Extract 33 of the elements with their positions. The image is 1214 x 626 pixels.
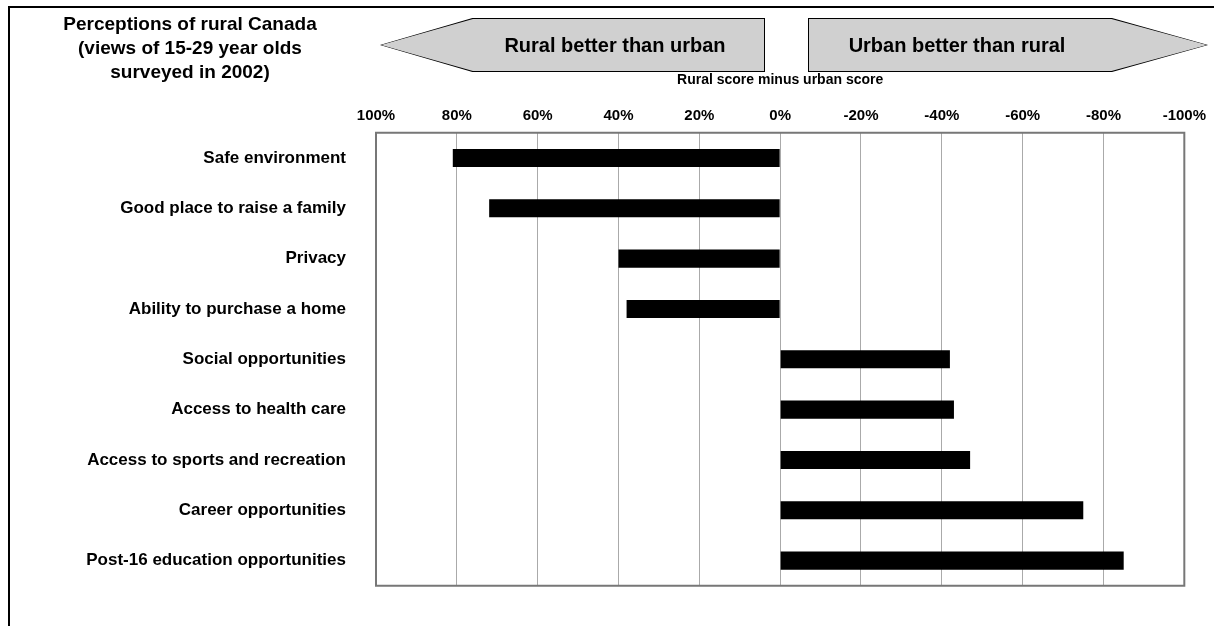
y-tick-label: Post-16 education opportunities — [86, 550, 346, 570]
bar — [626, 299, 780, 319]
bar — [780, 400, 954, 419]
x-tick-label: -20% — [843, 105, 879, 123]
x-axis-title: Rural score minus urban score — [677, 71, 884, 88]
x-tick-label: 20% — [684, 105, 715, 123]
x-tick-label: -40% — [924, 105, 960, 123]
text: Urban better than rural — [847, 33, 1067, 58]
y-tick-label: Safe environment — [203, 147, 347, 167]
x-tick-label: 100% — [356, 105, 396, 123]
bar — [780, 501, 1084, 520]
x-tick-label: 0% — [769, 105, 791, 123]
x-tick-label: -80% — [1085, 105, 1121, 123]
y-tick-label: Social opportunities — [182, 348, 346, 368]
text: Perceptions of rural Canada (views of 15-29 year olds surveyed in 2002) — [62, 12, 318, 84]
y-tick-label: Privacy — [285, 248, 347, 268]
bar — [489, 199, 780, 218]
x-tick-label: 80% — [441, 105, 472, 123]
bar — [780, 551, 1124, 570]
bar — [780, 450, 971, 470]
bar — [780, 350, 950, 369]
x-tick-label: 60% — [522, 105, 553, 123]
x-tick-label: -60% — [1005, 105, 1041, 123]
y-tick-label: Career opportunities — [178, 499, 346, 519]
y-tick-label: Access to sports and recreation — [87, 449, 346, 469]
bar — [618, 249, 780, 268]
bar — [452, 148, 780, 168]
y-tick-label: Access to health care — [171, 399, 346, 419]
y-tick-label: Good place to raise a family — [120, 197, 347, 217]
x-tick-label: 40% — [603, 105, 634, 123]
text: Rural better than urban — [503, 33, 727, 58]
x-tick-label: -100% — [1162, 105, 1206, 123]
y-tick-label: Ability to purchase a home — [128, 298, 346, 318]
